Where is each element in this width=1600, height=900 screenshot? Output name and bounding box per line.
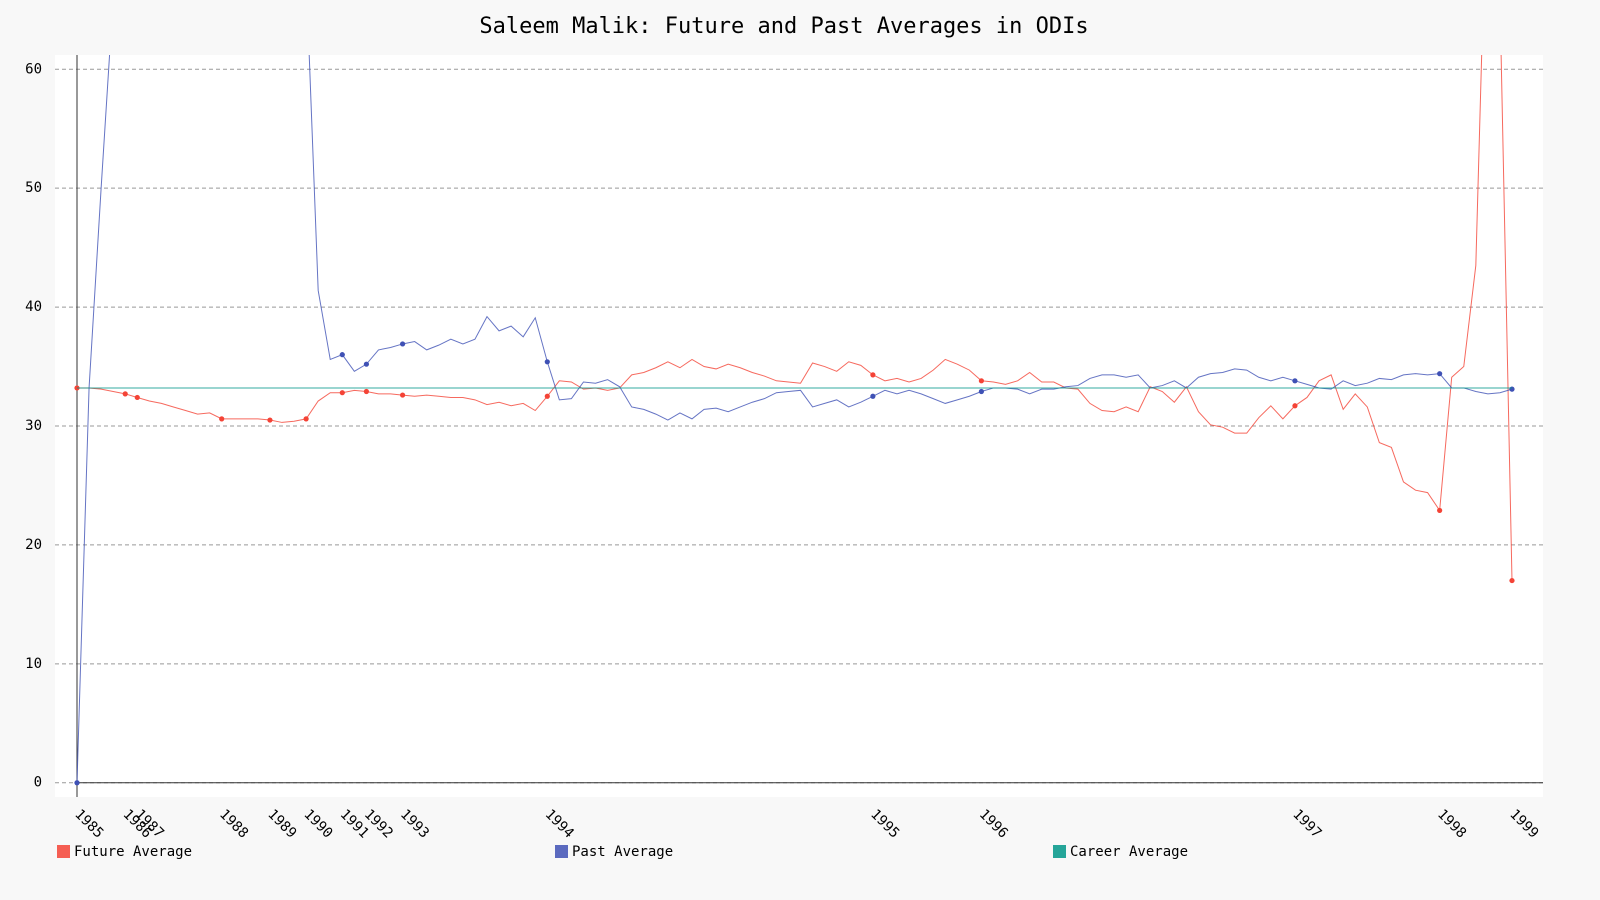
data-point (1292, 403, 1298, 409)
data-point (339, 352, 345, 358)
data-point (74, 780, 80, 786)
series-line (76, 55, 1513, 783)
data-point (1437, 507, 1443, 514)
legend-swatch (57, 845, 70, 858)
lines (74, 55, 1515, 786)
legend-label: Past Average (572, 844, 673, 860)
y-tick-label: 60 (25, 61, 42, 77)
data-point (303, 416, 309, 422)
legend-swatch (1053, 845, 1066, 858)
data-point (399, 341, 406, 347)
chart-title: Saleem Malik: Future and Past Averages i… (479, 14, 1088, 39)
data-point (219, 416, 225, 422)
series-line (77, 55, 1513, 581)
data-point (1437, 371, 1443, 377)
data-point (870, 393, 876, 399)
data-point (134, 394, 140, 401)
data-point (363, 361, 370, 367)
data-point (1509, 386, 1515, 392)
data-point (122, 391, 128, 397)
y-tick-label: 30 (25, 418, 42, 434)
data-point (978, 388, 985, 395)
data-point (363, 388, 370, 395)
y-tick-label: 50 (25, 180, 42, 196)
y-tick-label: 20 (25, 537, 42, 553)
data-point (339, 390, 345, 396)
data-point (399, 392, 406, 398)
y-tick-label: 10 (25, 656, 42, 672)
legend-label: Future Average (74, 844, 192, 860)
data-point (544, 359, 550, 365)
data-point (1292, 378, 1298, 384)
y-tick-label: 40 (25, 299, 42, 315)
y-tick-label: 0 (34, 775, 42, 791)
grid (55, 55, 1543, 797)
data-point (544, 393, 550, 399)
data-point (870, 372, 876, 378)
data-point (978, 378, 985, 384)
legend-label: Career Average (1070, 844, 1188, 860)
data-point (1509, 577, 1515, 584)
legend-swatch (555, 845, 568, 858)
data-point (267, 417, 273, 423)
